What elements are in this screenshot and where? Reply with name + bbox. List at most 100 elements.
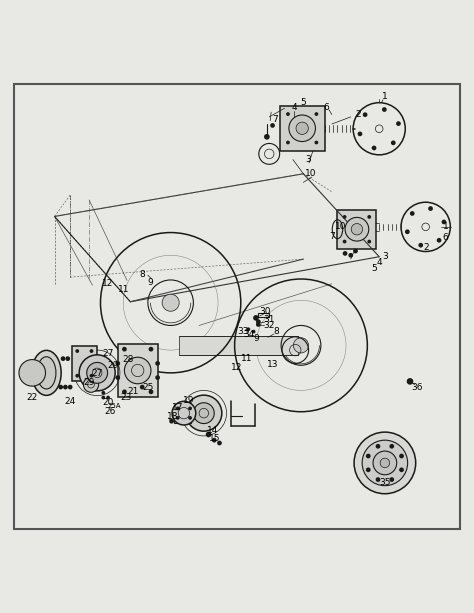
Text: 36: 36 [411,383,423,392]
Circle shape [122,389,127,394]
Circle shape [286,112,290,116]
Text: 17: 17 [172,403,183,413]
Text: 3: 3 [382,252,388,261]
Text: 9: 9 [148,278,154,287]
Circle shape [172,402,196,425]
Text: 7: 7 [272,115,278,124]
Circle shape [101,391,105,395]
Ellipse shape [32,351,61,395]
Text: 32: 32 [264,321,275,330]
Text: 13: 13 [267,360,278,369]
Circle shape [212,438,217,443]
Text: 10: 10 [305,169,316,178]
Text: 35: 35 [379,478,391,487]
Circle shape [75,374,79,378]
Text: 5: 5 [301,98,306,107]
Text: 34: 34 [243,330,255,340]
Circle shape [188,416,192,420]
Text: 28: 28 [122,355,134,364]
Circle shape [343,215,346,219]
Text: 3: 3 [305,155,311,164]
Circle shape [399,468,404,472]
Circle shape [314,140,319,145]
Circle shape [419,243,423,248]
Text: 25: 25 [142,383,154,392]
Circle shape [115,375,120,380]
Circle shape [407,378,413,385]
Text: 10: 10 [335,223,346,231]
Circle shape [155,361,160,366]
Circle shape [206,432,211,437]
Circle shape [83,377,99,392]
Text: 6: 6 [443,234,448,242]
Circle shape [61,356,65,361]
Circle shape [348,253,353,257]
Text: 31: 31 [264,315,275,324]
Circle shape [256,322,261,327]
Circle shape [101,395,105,400]
Text: 7: 7 [329,232,335,241]
Circle shape [366,468,371,472]
Text: 20: 20 [102,398,114,407]
Circle shape [373,451,397,475]
Circle shape [155,375,160,380]
Ellipse shape [37,357,56,389]
Circle shape [256,319,261,324]
Text: 2: 2 [356,110,361,119]
Circle shape [372,146,376,150]
Circle shape [343,251,347,256]
Text: 29: 29 [83,378,95,387]
Circle shape [176,416,180,420]
Text: 25A: 25A [108,403,121,409]
Text: 23: 23 [120,393,131,402]
Circle shape [405,229,410,234]
Text: 4: 4 [376,259,382,267]
Circle shape [366,454,371,459]
Text: 12: 12 [231,363,243,371]
Bar [72,346,97,381]
Circle shape [367,215,371,219]
Circle shape [106,395,110,400]
Text: 33: 33 [237,327,248,336]
Circle shape [75,349,79,353]
Text: 4: 4 [292,103,298,112]
Circle shape [345,218,369,241]
Circle shape [391,140,396,145]
Text: 14: 14 [207,426,218,435]
Circle shape [367,240,371,243]
Circle shape [362,440,408,485]
Circle shape [68,385,73,389]
Circle shape [79,355,115,391]
Circle shape [162,294,179,311]
Circle shape [264,134,270,140]
Circle shape [357,132,362,136]
Text: 2: 2 [424,243,429,252]
Circle shape [293,338,309,353]
Text: 6: 6 [323,103,329,112]
Circle shape [87,362,108,383]
Bar [337,210,376,249]
Circle shape [115,361,120,366]
Text: 8: 8 [273,327,279,336]
Text: 1: 1 [382,93,388,102]
Text: 27: 27 [91,369,103,378]
Bar [174,405,191,422]
Circle shape [442,219,447,224]
Circle shape [396,121,401,126]
Text: 12: 12 [102,280,114,288]
Text: 9: 9 [253,334,259,343]
Circle shape [193,403,214,424]
Circle shape [252,330,255,333]
Circle shape [90,349,93,353]
Circle shape [437,238,441,243]
Circle shape [148,347,153,351]
Text: 30: 30 [260,306,271,316]
Text: 8: 8 [139,270,145,279]
Circle shape [314,112,319,116]
Text: 11: 11 [118,286,130,294]
Circle shape [286,140,290,145]
Circle shape [169,419,174,424]
Circle shape [375,477,380,482]
Text: 11: 11 [241,354,252,363]
Circle shape [188,406,192,410]
